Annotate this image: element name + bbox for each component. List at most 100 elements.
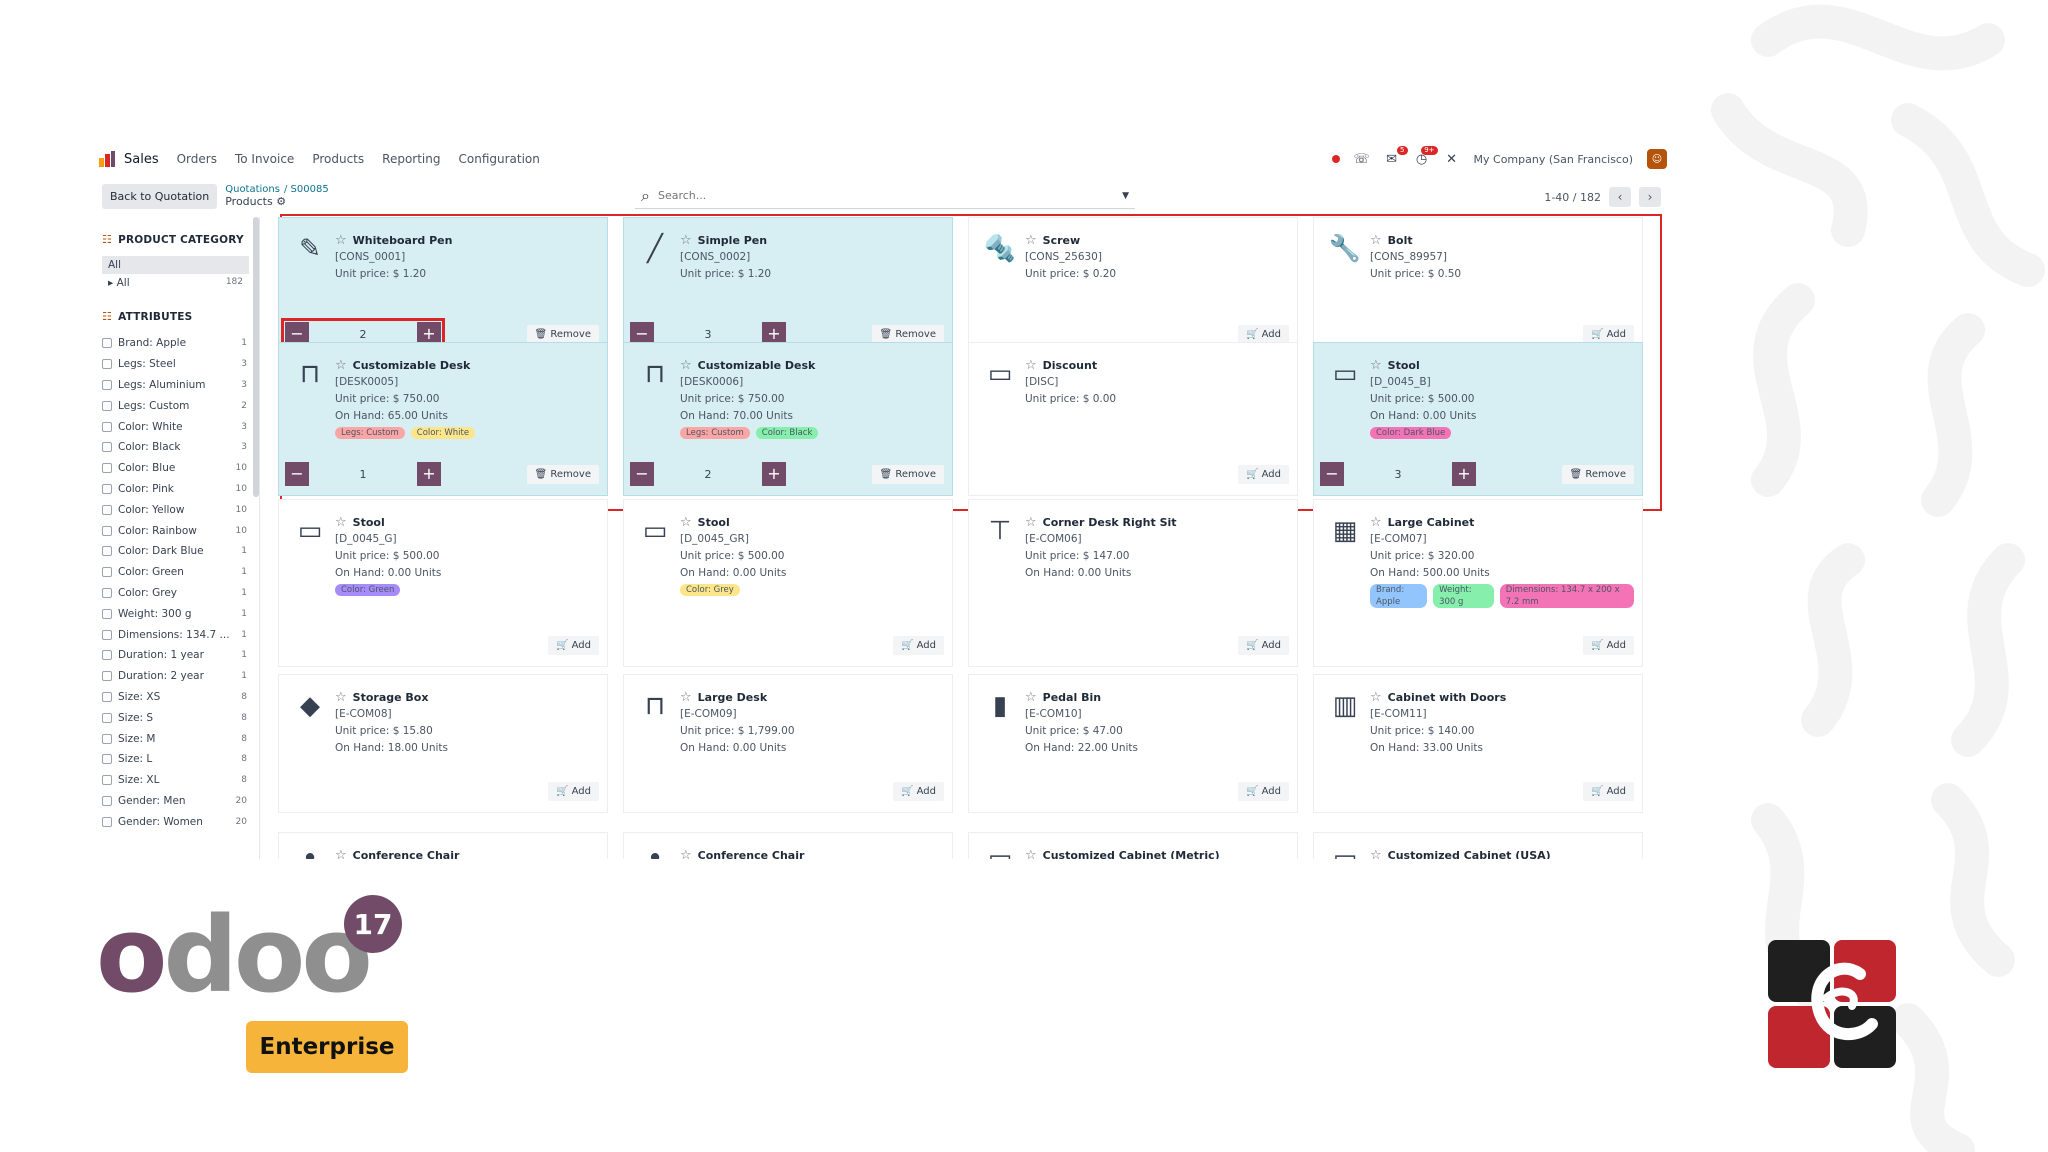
company-switcher[interactable]: My Company (San Francisco): [1473, 152, 1633, 166]
star-icon[interactable]: ☆: [680, 515, 692, 530]
star-icon[interactable]: ☆: [1025, 848, 1037, 859]
add-button[interactable]: 🛒 Add: [1237, 635, 1289, 655]
category-item[interactable]: All: [102, 256, 249, 274]
attribute-checkbox[interactable]: [102, 483, 112, 494]
product-card[interactable]: 🔩 ☆ Screw [CONS_25630] Unit price: $ 0.20…: [968, 217, 1298, 356]
remove-button[interactable]: 🗑 Remove: [871, 324, 944, 344]
menu-reporting[interactable]: Reporting: [382, 152, 441, 166]
user-avatar[interactable]: ☺: [1647, 149, 1667, 169]
star-icon[interactable]: ☆: [1025, 690, 1037, 705]
attribute-checkbox[interactable]: [102, 587, 112, 598]
attribute-filter-item[interactable]: Duration: 2 year 1: [102, 666, 247, 687]
add-button[interactable]: 🛒 Add: [1237, 324, 1289, 344]
star-icon[interactable]: ☆: [680, 848, 692, 859]
remove-button[interactable]: 🗑 Remove: [1561, 464, 1634, 484]
activity-clock-icon[interactable]: ◷ 9+: [1414, 146, 1438, 167]
breadcrumb-order[interactable]: S00085: [290, 184, 329, 195]
star-icon[interactable]: ☆: [1370, 848, 1382, 859]
product-card[interactable]: ⊤ ☆ Corner Desk Right Sit [E-COM06] Unit …: [968, 499, 1298, 667]
menu-products[interactable]: Products: [312, 152, 365, 166]
star-icon[interactable]: ☆: [1370, 690, 1382, 705]
remove-button[interactable]: 🗑 Remove: [871, 464, 944, 484]
increase-quantity-button[interactable]: +: [762, 462, 786, 486]
attribute-checkbox[interactable]: [102, 691, 112, 702]
attribute-filter-item[interactable]: Brand: Apple 1: [102, 333, 247, 354]
product-card[interactable]: ▥ ☆ Cabinet with Doors [E-COM11] Unit pri…: [1313, 674, 1643, 813]
sales-app-icon[interactable]: [98, 150, 116, 168]
debug-tools-icon[interactable]: ✕: [1446, 151, 1457, 167]
attribute-filter-item[interactable]: Color: Green 1: [102, 562, 247, 583]
attribute-checkbox[interactable]: [102, 338, 112, 349]
menu-app-sales[interactable]: Sales: [124, 151, 159, 167]
attribute-checkbox[interactable]: [102, 504, 112, 515]
search-input[interactable]: [657, 189, 1123, 202]
attribute-filter-item[interactable]: Color: Dark Blue 1: [102, 541, 247, 562]
attribute-checkbox[interactable]: [102, 421, 112, 432]
product-card[interactable]: ╱ ☆ Simple Pen [CONS_0002] Unit price: $ …: [623, 217, 953, 356]
breadcrumb-quotations[interactable]: Quotations: [225, 184, 280, 195]
attribute-filter-item[interactable]: Gender: Women 20: [102, 811, 247, 832]
quantity-input[interactable]: [654, 462, 762, 486]
star-icon[interactable]: ☆: [680, 233, 692, 248]
quantity-input[interactable]: [309, 462, 417, 486]
star-icon[interactable]: ☆: [1025, 358, 1037, 373]
attribute-checkbox[interactable]: [102, 733, 112, 744]
product-card[interactable]: ▮ ☆ Pedal Bin [E-COM10] Unit price: $ 47.…: [968, 674, 1298, 813]
star-icon[interactable]: ☆: [680, 358, 692, 373]
menu-orders[interactable]: Orders: [176, 152, 217, 166]
attribute-checkbox[interactable]: [102, 650, 112, 661]
phone-icon[interactable]: ☏: [1353, 151, 1370, 167]
quantity-input[interactable]: [1344, 462, 1452, 486]
decrease-quantity-button[interactable]: −: [285, 462, 309, 486]
product-card[interactable]: ▤ ☆ Customized Cabinet (USA): [1313, 832, 1643, 859]
attribute-filter-item[interactable]: Legs: Aluminium 3: [102, 375, 247, 396]
attribute-filter-item[interactable]: Duration: 1 year 1: [102, 645, 247, 666]
attribute-filter-item[interactable]: Color: Pink 10: [102, 479, 247, 500]
record-dot-icon[interactable]: [1331, 155, 1340, 163]
product-card[interactable]: ▭ ☆ Stool [D_0045_B] Unit price: $ 500.00…: [1313, 342, 1643, 496]
attribute-checkbox[interactable]: [102, 379, 112, 390]
attribute-filter-item[interactable]: Legs: Custom 2: [102, 395, 247, 416]
star-icon[interactable]: ☆: [1370, 358, 1382, 373]
attribute-checkbox[interactable]: [102, 525, 112, 536]
menu-to-invoice[interactable]: To Invoice: [234, 152, 295, 166]
add-button[interactable]: 🛒 Add: [547, 635, 599, 655]
star-icon[interactable]: ☆: [680, 690, 692, 705]
attribute-filter-item[interactable]: Size: S 8: [102, 707, 247, 728]
product-card[interactable]: ✎ ☆ Whiteboard Pen [CONS_0001] Unit price…: [278, 217, 608, 356]
search-options-toggle-icon[interactable]: ▼: [1122, 190, 1129, 201]
attribute-checkbox[interactable]: [102, 359, 112, 370]
star-icon[interactable]: ☆: [1370, 233, 1382, 248]
attribute-filter-item[interactable]: Color: White 3: [102, 416, 247, 437]
product-card[interactable]: ⊓ ☆ Customizable Desk [DESK0005] Unit pri…: [278, 342, 608, 496]
attribute-checkbox[interactable]: [102, 629, 112, 640]
attribute-filter-item[interactable]: Size: M 8: [102, 728, 247, 749]
attribute-filter-item[interactable]: Gender: Men 20: [102, 791, 247, 812]
add-button[interactable]: 🛒 Add: [892, 781, 944, 801]
attribute-filter-item[interactable]: Size: XS 8: [102, 687, 247, 708]
pager-value[interactable]: 1-40 / 182: [1544, 190, 1601, 204]
attribute-checkbox[interactable]: [102, 775, 112, 786]
attribute-filter-item[interactable]: Color: Grey 1: [102, 583, 247, 604]
star-icon[interactable]: ☆: [335, 848, 347, 859]
product-card[interactable]: 🔧 ☆ Bolt [CONS_89957] Unit price: $ 0.50 …: [1313, 217, 1643, 356]
decrease-quantity-button[interactable]: −: [1320, 462, 1344, 486]
back-to-quotation-button[interactable]: Back to Quotation: [102, 183, 218, 209]
add-button[interactable]: 🛒 Add: [1582, 324, 1634, 344]
attribute-checkbox[interactable]: [102, 608, 112, 619]
star-icon[interactable]: ☆: [335, 515, 347, 530]
category-item[interactable]: ▸ All 182: [102, 274, 249, 292]
gear-icon[interactable]: ⚙: [276, 195, 287, 208]
attribute-checkbox[interactable]: [102, 712, 112, 723]
attribute-checkbox[interactable]: [102, 546, 112, 557]
attribute-filter-item[interactable]: Legs: Steel 3: [102, 354, 247, 375]
attribute-filter-item[interactable]: Size: XL 8: [102, 770, 247, 791]
product-card[interactable]: ♣ ☆ Conference Chair: [623, 832, 953, 859]
product-card[interactable]: ⊓ ☆ Customizable Desk [DESK0006] Unit pri…: [623, 342, 953, 496]
add-button[interactable]: 🛒 Add: [1237, 464, 1289, 484]
star-icon[interactable]: ☆: [1025, 515, 1037, 530]
attribute-filter-item[interactable]: Color: Blue 10: [102, 458, 247, 479]
attribute-checkbox[interactable]: [102, 816, 112, 827]
star-icon[interactable]: ☆: [335, 233, 347, 248]
star-icon[interactable]: ☆: [1370, 515, 1382, 530]
